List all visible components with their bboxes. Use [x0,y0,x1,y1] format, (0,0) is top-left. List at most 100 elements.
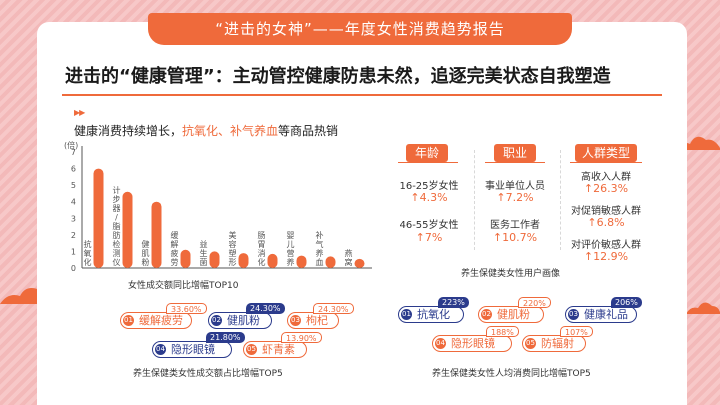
left-top5-item-4: 04 隐形眼镜 [152,341,232,358]
right-top5-item-number: 03 [568,309,579,320]
right-top5-item-5: 05 防辐射 [522,335,586,352]
left-top5-item-percent-badge: 21.80% [206,332,245,343]
cloud-right-decoration [676,136,720,150]
profile-job-row-1-value: ↑7.2% [496,191,534,204]
right-top5-item-label: 健康礼品 [584,308,628,321]
chart-bar-3 [180,249,191,268]
left-top5-item-number: 02 [211,315,222,326]
profile-crowd-row-1-value: ↑26.3% [583,182,629,195]
chart-caption: 女性成交额同比增幅TOP10 [128,281,239,291]
profile-age-row-1-value: ↑4.3% [410,191,448,204]
right-top5-item-1: 01 抗氧化 [398,306,464,323]
profile-job-title: 职业 [494,144,536,162]
chart-category-label-3: 缓解疲劳 [171,230,179,267]
chart-y-tick-5: 5 [71,181,76,190]
chart-y-tick-0: 0 [71,264,76,273]
profile-caption: 养生保健类女性用户画像 [461,269,561,279]
left-top5-item-label: 健肌粉 [227,314,260,327]
headline-divider [62,94,662,96]
cloud-right-bottom-decoration [686,302,720,314]
left-top5-item-5: 05 虾青素 [243,341,307,358]
left-top5-caption: 养生保健类女性成交额占比增幅TOP5 [133,369,283,379]
chart-y-tick-2: 2 [71,231,76,240]
left-top5-item-label: 虾青素 [262,343,295,356]
chart-bar-6 [267,253,278,268]
chart-bar-2 [151,201,162,268]
left-top5-item-label: 枸杞 [306,314,328,327]
left-top5-item-label: 缓解疲劳 [139,314,183,327]
profile-crowd-underline [570,162,642,163]
right-top5-item-number: 05 [525,338,536,349]
profile-age-title: 年龄 [406,144,448,162]
chart-bar-9 [354,258,365,268]
right-top5-item-label: 防辐射 [541,337,574,350]
chart-bar-7 [296,255,307,268]
left-top5-item-number: 04 [155,344,166,355]
profile-job-underline [485,162,545,163]
left-top5-item-percent-badge: 13.90% [281,332,322,343]
profile-age-row-2-value: ↑7% [415,231,443,244]
profile-age-row-1-label: 16-25岁女性 [399,181,459,192]
chart-bar-5 [238,253,249,268]
profile-divider-2 [560,150,561,250]
chart-category-label-9: 燕窝 [345,248,353,267]
chart-category-label-0: 抗氧化 [84,239,92,267]
chart-y-tick-4: 4 [71,198,76,207]
right-top5-item-percent-badge: 188% [486,326,519,337]
chart-y-tick-6: 6 [71,165,76,174]
chart-y-tick-3: 3 [71,214,76,223]
chart-category-label-6: 肠胃消化 [258,231,266,267]
left-top5-item-2: 02 健肌粉 [208,312,272,329]
right-top5-item-number: 01 [401,309,412,320]
right-top5-item-percent-badge: 223% [438,297,469,308]
profile-age-row-2-label: 46-55岁女性 [399,220,459,231]
left-top5-item-label: 隐形眼镜 [171,343,215,356]
page-headline: 进击的“健康管理”：主动管控健康防患未然，追逐完美状态自我塑造 [65,66,611,87]
profile-divider-1 [474,150,475,250]
right-top5-item-label: 健肌粉 [497,308,530,321]
right-top5-caption: 养生保健类女性人均消费同比增幅TOP5 [432,369,591,379]
left-top5-item-1: 01 缓解疲劳 [120,312,192,329]
right-top5-item-4: 04 隐形眼镜 [432,335,512,352]
chart-bar-1 [122,191,133,268]
left-top5-item-number: 01 [123,315,134,326]
left-top5-item-percent-badge: 24.30% [246,303,285,314]
chart-y-tick-1: 1 [71,247,76,256]
profile-crowd-row-3-value: ↑12.9% [583,250,629,263]
subtitle-highlight: 抗氧化、补气养血 [182,124,279,138]
chart-category-label-4: 益生菌 [200,239,208,267]
chart-y-label: (倍) [64,140,78,150]
profile-crowd-title: 人群类型 [575,144,637,162]
profile-crowd-row-1-label: 高收入人群 [581,172,631,183]
profile-age-underline [398,162,458,163]
subtitle-suffix: 等商品热销 [278,124,339,138]
right-top5-item-2: 02 健肌粉 [478,306,544,323]
right-top5-item-number: 02 [481,309,492,320]
profile-job-row-1-label: 事业单位人员 [485,181,545,192]
left-top5-item-percent-badge: 24.30% [313,303,354,314]
right-top5-item-percent-badge: 206% [611,297,642,308]
chart-bar-0 [93,168,104,268]
chart-category-label-1: 计步器/脂肪检测仪 [113,185,121,267]
right-top5-item-label: 隐形眼镜 [451,337,495,350]
profile-crowd-row-2-label: 对促销敏感人群 [571,206,641,217]
chart-category-label-2: 健肌粉 [142,239,150,267]
subtitle-prefix: 健康消费持续增长， [74,124,183,138]
section-subtitle: 健康消费持续增长，抗氧化、补气养血等商品热销 [74,122,338,139]
profile-job-row-2-label: 医务工作者 [490,220,540,231]
chart-y-tick-7: 7 [71,148,76,157]
left-top5-item-number: 05 [246,344,257,355]
right-top5-item-label: 抗氧化 [417,308,450,321]
profile-job-row-2-value: ↑10.7% [492,231,538,244]
right-top5-item-percent-badge: 107% [560,326,593,337]
chart-category-label-5: 美容塑形 [229,230,237,267]
profile-crowd-row-3-label: 对评价敏感人群 [571,240,641,251]
chart-category-label-7: 婴儿营养 [287,231,295,267]
left-top5-item-percent-badge: 33.60% [166,303,207,314]
right-top5-item-3: 03 健康礼品 [565,306,637,323]
left-top5-item-number: 03 [290,315,301,326]
right-top5-item-percent-badge: 220% [518,297,551,308]
chart-category-label-8: 补气养血 [316,230,324,267]
chart-bar-4 [209,251,220,268]
